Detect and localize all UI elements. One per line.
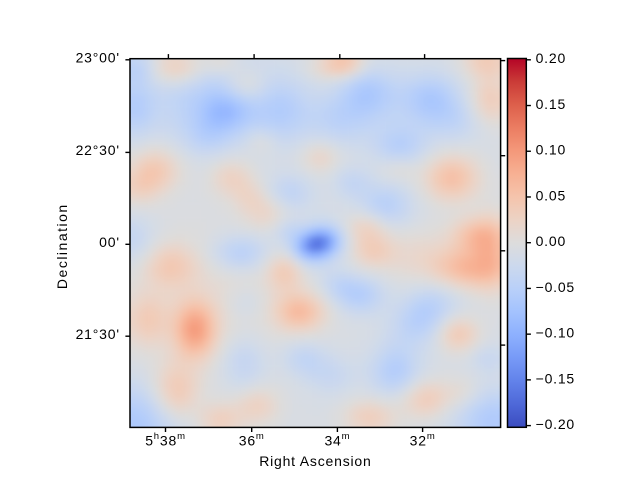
svg-text:00': 00' — [99, 234, 120, 250]
svg-text:−0.10: −0.10 — [536, 325, 575, 341]
svg-text:Declination: Declination — [54, 203, 70, 289]
svg-text:−0.20: −0.20 — [536, 416, 575, 432]
svg-text:Right Ascension: Right Ascension — [259, 453, 371, 469]
svg-text:21°30': 21°30' — [76, 326, 120, 342]
svg-text:0.00: 0.00 — [536, 233, 566, 249]
svg-text:23°00': 23°00' — [76, 50, 120, 66]
svg-text:−0.05: −0.05 — [536, 279, 575, 295]
svg-text:−0.15: −0.15 — [536, 370, 575, 386]
svg-text:0.15: 0.15 — [536, 96, 566, 112]
svg-text:0.05: 0.05 — [536, 187, 566, 203]
svg-text:0.20: 0.20 — [536, 50, 566, 66]
svg-text:0.10: 0.10 — [536, 142, 566, 158]
svg-text:22°30': 22°30' — [76, 142, 120, 158]
